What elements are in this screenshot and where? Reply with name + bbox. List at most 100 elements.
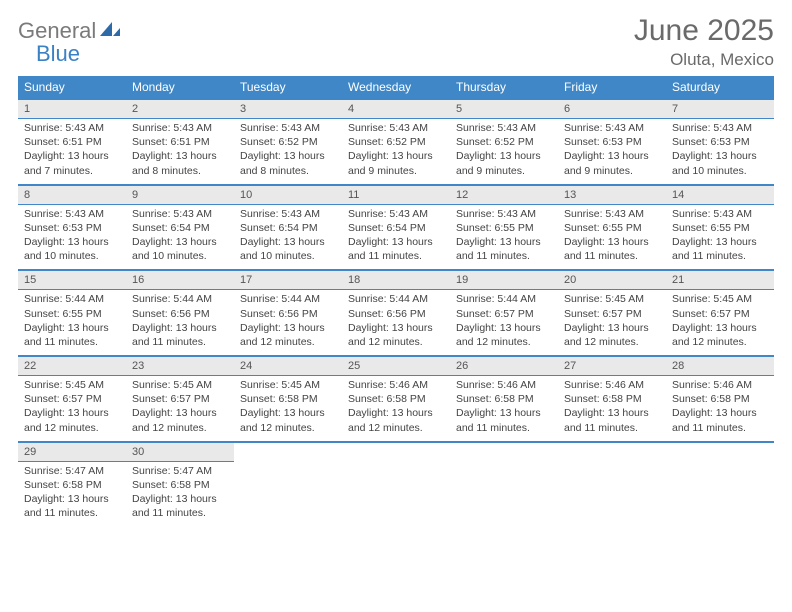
day-cell: Sunrise: 5:45 AMSunset: 6:57 PMDaylight:…: [126, 375, 234, 441]
day-number-cell: 13: [558, 184, 666, 204]
day-cell-text: Sunrise: 5:47 AMSunset: 6:58 PMDaylight:…: [132, 462, 228, 521]
day-cell-text: Sunrise: 5:43 AMSunset: 6:53 PMDaylight:…: [564, 119, 660, 178]
day-cell: Sunrise: 5:47 AMSunset: 6:58 PMDaylight:…: [126, 461, 234, 527]
daynum-row: 1234567: [18, 98, 774, 118]
day-number-cell: 18: [342, 269, 450, 289]
day-cell-text: Sunrise: 5:45 AMSunset: 6:57 PMDaylight:…: [672, 290, 768, 349]
day-number-cell: [450, 441, 558, 461]
day-number-cell: [234, 441, 342, 461]
week-content-row: Sunrise: 5:44 AMSunset: 6:55 PMDaylight:…: [18, 289, 774, 355]
day-number-cell: 15: [18, 269, 126, 289]
day-number-cell: 20: [558, 269, 666, 289]
month-title: June 2025: [634, 14, 774, 48]
day-cell: Sunrise: 5:46 AMSunset: 6:58 PMDaylight:…: [450, 375, 558, 441]
week-content-row: Sunrise: 5:47 AMSunset: 6:58 PMDaylight:…: [18, 461, 774, 527]
day-number-cell: 24: [234, 355, 342, 375]
day-cell-text: Sunrise: 5:43 AMSunset: 6:51 PMDaylight:…: [24, 119, 120, 178]
header-row: General Blue June 2025 Oluta, Mexico: [18, 14, 774, 70]
day-number-cell: 27: [558, 355, 666, 375]
logo-word1: General: [18, 18, 96, 43]
day-cell-text: Sunrise: 5:43 AMSunset: 6:52 PMDaylight:…: [348, 119, 444, 178]
day-cell: Sunrise: 5:43 AMSunset: 6:51 PMDaylight:…: [126, 118, 234, 184]
day-cell: Sunrise: 5:46 AMSunset: 6:58 PMDaylight:…: [666, 375, 774, 441]
day-cell: Sunrise: 5:43 AMSunset: 6:52 PMDaylight:…: [234, 118, 342, 184]
day-cell: Sunrise: 5:43 AMSunset: 6:54 PMDaylight:…: [234, 204, 342, 270]
day-number-cell: [558, 441, 666, 461]
day-number-cell: 7: [666, 98, 774, 118]
day-cell: Sunrise: 5:46 AMSunset: 6:58 PMDaylight:…: [558, 375, 666, 441]
day-cell-text: Sunrise: 5:44 AMSunset: 6:55 PMDaylight:…: [24, 290, 120, 349]
day-cell: Sunrise: 5:43 AMSunset: 6:52 PMDaylight:…: [450, 118, 558, 184]
week-content-row: Sunrise: 5:43 AMSunset: 6:51 PMDaylight:…: [18, 118, 774, 184]
day-cell: [666, 461, 774, 527]
daynum-row: 891011121314: [18, 184, 774, 204]
day-number-cell: [666, 441, 774, 461]
day-cell-text: Sunrise: 5:46 AMSunset: 6:58 PMDaylight:…: [456, 376, 552, 435]
day-cell: Sunrise: 5:43 AMSunset: 6:54 PMDaylight:…: [126, 204, 234, 270]
day-number-cell: 28: [666, 355, 774, 375]
day-cell: Sunrise: 5:46 AMSunset: 6:58 PMDaylight:…: [342, 375, 450, 441]
day-number-cell: [342, 441, 450, 461]
day-cell-text: Sunrise: 5:43 AMSunset: 6:55 PMDaylight:…: [456, 205, 552, 264]
day-number-cell: 11: [342, 184, 450, 204]
day-number-cell: 14: [666, 184, 774, 204]
day-cell-text: Sunrise: 5:45 AMSunset: 6:58 PMDaylight:…: [240, 376, 336, 435]
day-cell: Sunrise: 5:43 AMSunset: 6:53 PMDaylight:…: [18, 204, 126, 270]
calendar-table: Sunday Monday Tuesday Wednesday Thursday…: [18, 76, 774, 526]
location: Oluta, Mexico: [634, 50, 774, 70]
logo: General Blue: [18, 14, 122, 66]
day-cell: Sunrise: 5:47 AMSunset: 6:58 PMDaylight:…: [18, 461, 126, 527]
dayhead-sat: Saturday: [666, 76, 774, 98]
day-number-cell: 2: [126, 98, 234, 118]
day-cell-text: Sunrise: 5:43 AMSunset: 6:54 PMDaylight:…: [132, 205, 228, 264]
day-number-cell: 26: [450, 355, 558, 375]
day-number-cell: 4: [342, 98, 450, 118]
day-cell-text: Sunrise: 5:45 AMSunset: 6:57 PMDaylight:…: [24, 376, 120, 435]
day-number-cell: 19: [450, 269, 558, 289]
day-number-cell: 5: [450, 98, 558, 118]
day-number-cell: 16: [126, 269, 234, 289]
day-cell-text: Sunrise: 5:43 AMSunset: 6:53 PMDaylight:…: [24, 205, 120, 264]
day-cell-text: Sunrise: 5:43 AMSunset: 6:55 PMDaylight:…: [672, 205, 768, 264]
day-cell: [558, 461, 666, 527]
day-cell-text: Sunrise: 5:46 AMSunset: 6:58 PMDaylight:…: [348, 376, 444, 435]
day-cell-text: Sunrise: 5:46 AMSunset: 6:58 PMDaylight:…: [672, 376, 768, 435]
day-number-cell: 8: [18, 184, 126, 204]
day-cell-text: Sunrise: 5:47 AMSunset: 6:58 PMDaylight:…: [24, 462, 120, 521]
dayhead-mon: Monday: [126, 76, 234, 98]
day-header-row: Sunday Monday Tuesday Wednesday Thursday…: [18, 76, 774, 98]
day-cell: [450, 461, 558, 527]
day-cell: Sunrise: 5:45 AMSunset: 6:57 PMDaylight:…: [558, 289, 666, 355]
day-cell-text: Sunrise: 5:44 AMSunset: 6:57 PMDaylight:…: [456, 290, 552, 349]
daynum-row: 22232425262728: [18, 355, 774, 375]
day-cell: Sunrise: 5:43 AMSunset: 6:52 PMDaylight:…: [342, 118, 450, 184]
page: General Blue June 2025 Oluta, Mexico Sun…: [0, 0, 792, 526]
day-cell-text: Sunrise: 5:43 AMSunset: 6:52 PMDaylight:…: [456, 119, 552, 178]
day-cell: Sunrise: 5:43 AMSunset: 6:55 PMDaylight:…: [558, 204, 666, 270]
day-cell: Sunrise: 5:45 AMSunset: 6:58 PMDaylight:…: [234, 375, 342, 441]
day-cell: Sunrise: 5:43 AMSunset: 6:53 PMDaylight:…: [666, 118, 774, 184]
day-cell-text: Sunrise: 5:45 AMSunset: 6:57 PMDaylight:…: [564, 290, 660, 349]
dayhead-wed: Wednesday: [342, 76, 450, 98]
logo-text-block: General Blue: [18, 20, 122, 66]
day-number-cell: 6: [558, 98, 666, 118]
daynum-row: 2930: [18, 441, 774, 461]
logo-word2: Blue: [18, 41, 80, 66]
calendar-body: 1234567Sunrise: 5:43 AMSunset: 6:51 PMDa…: [18, 98, 774, 526]
day-cell-text: Sunrise: 5:43 AMSunset: 6:54 PMDaylight:…: [348, 205, 444, 264]
day-cell: Sunrise: 5:44 AMSunset: 6:57 PMDaylight:…: [450, 289, 558, 355]
day-number-cell: 21: [666, 269, 774, 289]
day-cell-text: Sunrise: 5:43 AMSunset: 6:52 PMDaylight:…: [240, 119, 336, 178]
day-cell-text: Sunrise: 5:44 AMSunset: 6:56 PMDaylight:…: [132, 290, 228, 349]
day-cell: Sunrise: 5:45 AMSunset: 6:57 PMDaylight:…: [18, 375, 126, 441]
logo-sail-icon: [98, 20, 122, 38]
day-cell: Sunrise: 5:43 AMSunset: 6:51 PMDaylight:…: [18, 118, 126, 184]
day-cell-text: Sunrise: 5:43 AMSunset: 6:51 PMDaylight:…: [132, 119, 228, 178]
day-number-cell: 23: [126, 355, 234, 375]
day-cell-text: Sunrise: 5:43 AMSunset: 6:55 PMDaylight:…: [564, 205, 660, 264]
day-cell: Sunrise: 5:43 AMSunset: 6:55 PMDaylight:…: [450, 204, 558, 270]
dayhead-thu: Thursday: [450, 76, 558, 98]
dayhead-tue: Tuesday: [234, 76, 342, 98]
dayhead-fri: Friday: [558, 76, 666, 98]
day-number-cell: 29: [18, 441, 126, 461]
